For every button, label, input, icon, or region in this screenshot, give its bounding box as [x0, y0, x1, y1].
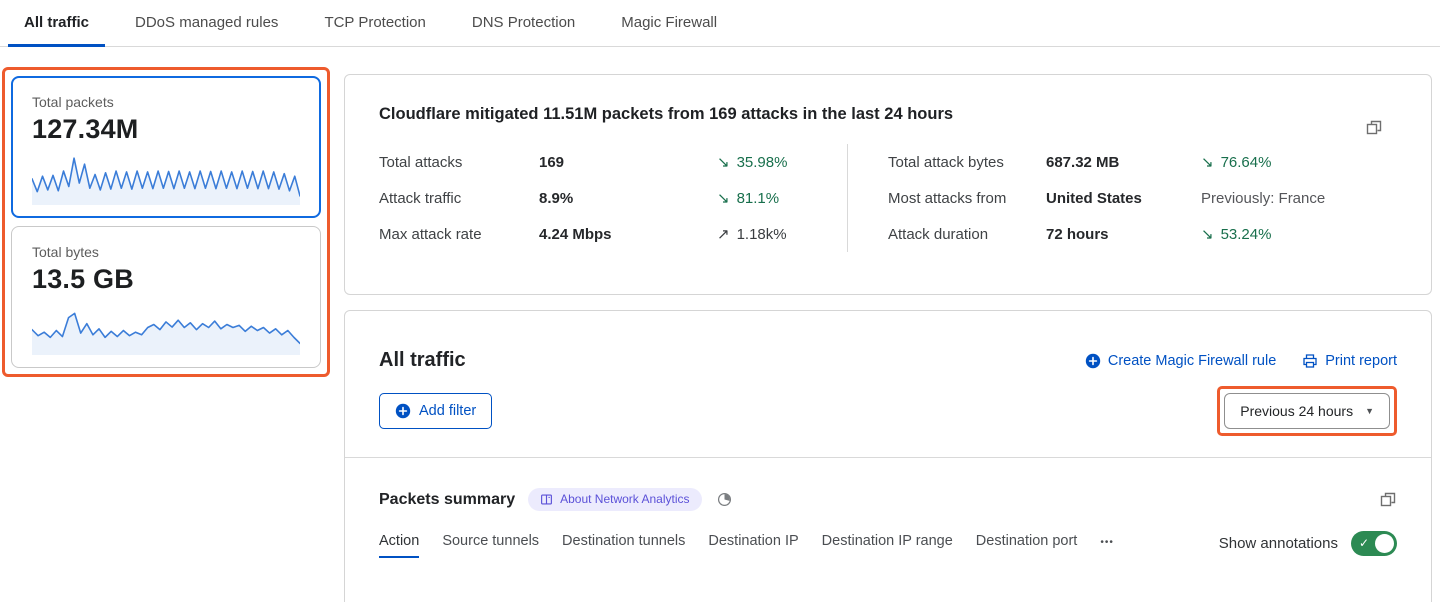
mitigation-summary-title: Cloudflare mitigated 11.51M packets from… — [379, 105, 954, 123]
stat-label: Attack traffic — [379, 189, 462, 207]
stat-delta-value: 1.18k% — [736, 225, 787, 243]
total-bytes-card[interactable]: Total bytes 13.5 GB — [11, 226, 321, 368]
subtab-action[interactable]: Action — [379, 533, 420, 558]
toggle-knob — [1375, 534, 1394, 553]
packets-summary-section: Packets summary About Network Analytics — [345, 457, 1431, 560]
tab-ddos-managed-rules[interactable]: DDoS managed rules — [135, 13, 279, 31]
book-icon — [540, 493, 553, 506]
stat-row-total-attack-bytes: Total attack bytes 687.32 MB ↘ 76.64% — [888, 144, 1397, 180]
total-packets-card[interactable]: Total packets 127.34M — [11, 76, 321, 218]
stat-row-attack-duration: Attack duration 72 hours ↘ 53.24% — [888, 216, 1397, 252]
packets-summary-title: Packets summary — [379, 490, 516, 508]
subtab-destination-port[interactable]: Destination port — [975, 533, 1078, 549]
more-tabs-button[interactable]: ••• — [1100, 536, 1114, 548]
printer-icon — [1302, 353, 1318, 369]
circle-plus-icon — [1085, 353, 1101, 369]
stat-delta: ↘ 35.98% — [717, 154, 787, 171]
stat-row-most-attacks-from: Most attacks from United States Previous… — [888, 180, 1397, 216]
stat-row-total-attacks: Total attacks 169 ↘ 35.98% — [379, 144, 847, 180]
print-report-link[interactable]: Print report — [1302, 353, 1397, 369]
subtab-destination-ip-range[interactable]: Destination IP range — [821, 533, 953, 549]
tab-tcp-protection[interactable]: TCP Protection — [324, 13, 426, 31]
tab-dns-protection[interactable]: DNS Protection — [471, 13, 576, 31]
packets-summary-tabbar: Action Source tunnels Destination tunnel… — [379, 531, 1397, 560]
circle-plus-icon — [395, 403, 411, 419]
time-range-dropdown[interactable]: Previous 24 hours ▼ — [1224, 393, 1390, 429]
tab-all-traffic[interactable]: All traffic — [8, 0, 106, 47]
stat-row-max-attack-rate: Max attack rate 4.24 Mbps ↗ 1.18k% — [379, 216, 847, 252]
all-traffic-panel: All traffic Create Magic Firewall rule — [344, 310, 1432, 602]
stat-delta: ↘ 76.64% — [1201, 154, 1271, 171]
stat-label: Total attacks — [379, 153, 463, 171]
subtab-source-tunnels[interactable]: Source tunnels — [442, 533, 540, 549]
stat-delta-value: 76.64% — [1220, 153, 1272, 171]
stat-delta: ↘ 53.24% — [1201, 226, 1271, 243]
time-window-icon[interactable] — [717, 492, 732, 507]
dropdown-label: Previous 24 hours — [1240, 403, 1354, 419]
all-traffic-title: All traffic — [379, 349, 466, 371]
check-icon: ✓ — [1359, 536, 1370, 550]
expand-panel-icon[interactable] — [1365, 119, 1383, 137]
tab-magic-firewall[interactable]: Magic Firewall — [621, 13, 718, 31]
stat-delta-value: 35.98% — [736, 153, 788, 171]
link-label: Print report — [1325, 352, 1397, 369]
about-network-analytics-badge[interactable]: About Network Analytics — [528, 488, 702, 511]
stat-value: 687.32 MB — [1046, 153, 1120, 171]
badge-label: About Network Analytics — [560, 492, 690, 506]
chevron-down-icon: ▼ — [1365, 406, 1374, 416]
all-traffic-header-section: All traffic Create Magic Firewall rule — [345, 311, 1431, 436]
trend-up-icon: ↗ — [717, 225, 730, 243]
stats-column-left: Total attacks 169 ↘ 35.98% Attack traffi… — [379, 144, 847, 252]
stat-delta: ↗ 1.18k% — [717, 226, 787, 243]
metric-label: Total bytes — [32, 244, 99, 260]
expand-panel-icon[interactable] — [1379, 491, 1397, 509]
packets-sparkline-chart — [32, 153, 300, 205]
stat-label: Attack duration — [888, 225, 989, 243]
button-label: Add filter — [419, 403, 477, 419]
top-tab-bar: All traffic DDoS managed rules TCP Prote… — [0, 0, 1440, 47]
add-filter-button[interactable]: Add filter — [379, 393, 493, 429]
metric-value: 13.5 GB — [32, 264, 134, 294]
show-annotations-toggle[interactable]: ✓ — [1351, 531, 1397, 556]
stat-value: 169 — [539, 153, 565, 171]
link-label: Create Magic Firewall rule — [1107, 352, 1277, 369]
stat-value: 8.9% — [539, 189, 574, 207]
stat-row-attack-traffic: Attack traffic 8.9% ↘ 81.1% — [379, 180, 847, 216]
subtab-destination-tunnels[interactable]: Destination tunnels — [562, 533, 686, 549]
stat-delta: ↘ 81.1% — [717, 190, 779, 207]
stat-value: 72 hours — [1046, 225, 1109, 243]
stat-label: Max attack rate — [379, 225, 482, 243]
stat-value: United States — [1046, 189, 1142, 207]
trend-down-icon: ↘ — [1201, 225, 1214, 243]
trend-down-icon: ↘ — [717, 153, 730, 171]
stat-delta-value: 81.1% — [736, 189, 780, 207]
stat-delta-value: Previously: France — [1201, 189, 1326, 207]
mitigation-summary-panel: Cloudflare mitigated 11.51M packets from… — [344, 74, 1432, 295]
stats-grid: Total attacks 169 ↘ 35.98% Attack traffi… — [379, 144, 1397, 252]
stat-delta-value: 53.24% — [1220, 225, 1272, 243]
bytes-sparkline-chart — [32, 303, 300, 355]
show-annotations-label: Show annotations — [1218, 535, 1338, 552]
metric-label: Total packets — [32, 94, 114, 110]
header-links: Create Magic Firewall rule Print report — [1085, 353, 1397, 369]
show-annotations-control: Show annotations ✓ — [1219, 531, 1397, 560]
stats-column-right: Total attack bytes 687.32 MB ↘ 76.64% Mo… — [847, 144, 1397, 252]
trend-down-icon: ↘ — [717, 189, 730, 207]
highlight-box-metric-cards: Total packets 127.34M Total bytes 13.5 G… — [2, 67, 330, 377]
stat-label: Most attacks from — [888, 189, 1007, 207]
subtab-destination-ip[interactable]: Destination IP — [708, 533, 799, 549]
stat-value: 4.24 Mbps — [539, 225, 612, 243]
highlight-box-time-range: Previous 24 hours ▼ — [1217, 386, 1397, 436]
stat-previous-value: Previously: France — [1201, 190, 1325, 207]
metric-value: 127.34M — [32, 114, 139, 144]
create-magic-firewall-rule-link[interactable]: Create Magic Firewall rule — [1085, 353, 1276, 369]
stat-label: Total attack bytes — [888, 153, 1004, 171]
trend-down-icon: ↘ — [1201, 153, 1214, 171]
